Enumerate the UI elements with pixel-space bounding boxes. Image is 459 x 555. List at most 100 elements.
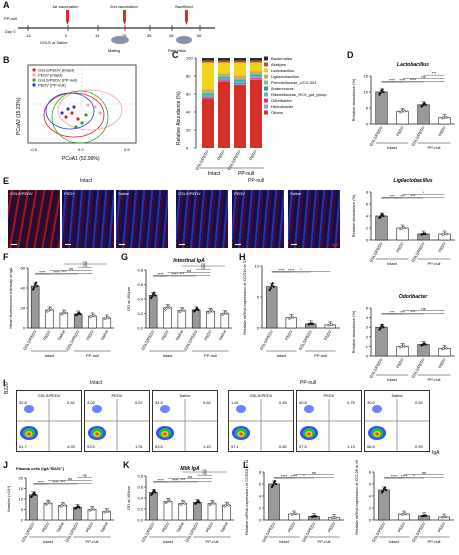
chart-ytick: 0.6 bbox=[137, 282, 143, 287]
stack-legend-entry: Ligilactobacillus bbox=[271, 74, 299, 79]
scale-bar bbox=[11, 244, 17, 245]
microscopy-tile: PEDV bbox=[232, 190, 284, 248]
chart-point bbox=[182, 500, 185, 504]
sig-label: ns bbox=[83, 263, 87, 268]
chart-ytick: 20 bbox=[21, 306, 26, 311]
stack-legend-swatch bbox=[264, 92, 268, 97]
sig-label: **** bbox=[288, 267, 295, 272]
legend-entry: GSLS/PEDV (Intact) bbox=[38, 68, 75, 73]
chart-xtick: GSLS/PEDV bbox=[261, 521, 277, 543]
chart-group-label: PP-null bbox=[428, 145, 441, 150]
chart-bar bbox=[396, 227, 409, 241]
mfi-iga-chart: Mean fluorescence intensity of IgA 0 20 40 6… bbox=[8, 259, 114, 358]
density-contour bbox=[304, 405, 314, 413]
chart-xtick: Saline bbox=[99, 328, 109, 341]
chart-point bbox=[193, 309, 197, 312]
chart-xtick: GSLS/PEDV bbox=[258, 329, 274, 351]
timeline-day-label: 28 bbox=[122, 33, 127, 38]
chart-group-label: Intact bbox=[163, 539, 174, 544]
chart-point bbox=[154, 491, 157, 494]
stack-segment bbox=[202, 62, 214, 90]
stack-segment bbox=[234, 85, 246, 148]
stack-segment bbox=[202, 97, 214, 99]
chart-point bbox=[423, 514, 427, 517]
chart-ytick: 0.2 bbox=[137, 311, 143, 316]
stack-segment bbox=[202, 58, 214, 61]
stack-segment bbox=[202, 60, 214, 63]
chart-point bbox=[402, 225, 405, 229]
timeline-day-label: -14 bbox=[25, 33, 32, 38]
chart-bar bbox=[148, 295, 158, 329]
chart-ylabel: Number (×10⁴) bbox=[6, 485, 11, 512]
chart-ytick: 0.8 bbox=[137, 474, 143, 479]
lactobacillus-chart: Lactobacillus Relative abundance (%) 0 5 10 1… bbox=[351, 62, 455, 150]
stack-ytick: 20 bbox=[186, 128, 191, 133]
panel-b: B GSLS/PEDV (Intact) PEDV (Intact) GSLS/PE… bbox=[0, 55, 145, 165]
scale-bar bbox=[65, 244, 71, 245]
chart-ylabel: Relative abundance (%) bbox=[351, 310, 356, 353]
chart-bar bbox=[266, 286, 278, 329]
chart-xtick: GSLS/PEDV bbox=[371, 521, 387, 543]
chart-ytick: 5 bbox=[257, 295, 260, 300]
chart-bar bbox=[375, 326, 388, 357]
scale-bar bbox=[291, 244, 297, 245]
chart-xtick: GSLS/PEDV bbox=[410, 357, 426, 379]
flow-plot: GSLS/PEDV 1.61 0.45 97.1 0.82 bbox=[228, 390, 294, 452]
quadrant-ur: 0.62 bbox=[203, 400, 212, 405]
chart-ytick: 0 bbox=[369, 518, 372, 523]
chart-point bbox=[226, 502, 229, 506]
stack-segment bbox=[250, 73, 262, 76]
sig-label: * bbox=[300, 267, 302, 272]
microscopy-tile: GSLS/PEDV bbox=[176, 190, 228, 248]
quadrant-ll: 57.5 bbox=[299, 444, 308, 449]
chart-point bbox=[75, 506, 78, 510]
chart-xtick: GSLS/PEDV bbox=[368, 357, 384, 379]
panel-k: K Milk IgA OD at 450nm 0.0 0.2 0.4 0.6 0.8 GSLS… bbox=[120, 460, 238, 550]
mouse-icon-2 bbox=[176, 36, 192, 44]
chart-point bbox=[165, 500, 169, 504]
chart-ytick: 2 bbox=[366, 334, 369, 339]
stack-segment bbox=[234, 80, 246, 82]
stack-segment bbox=[250, 76, 262, 78]
microscopy-tile: PEDV bbox=[62, 190, 114, 248]
chart-title: Lactobacillus bbox=[397, 62, 429, 68]
quadrant-ll: 63.5 bbox=[155, 444, 164, 449]
sig-label: *** bbox=[180, 477, 185, 482]
stack-xtick: PEDV bbox=[248, 149, 258, 161]
chart-point bbox=[60, 504, 63, 508]
density-contour bbox=[92, 405, 102, 413]
chart-point bbox=[384, 488, 388, 492]
stack-segment bbox=[250, 78, 262, 80]
chart-ytick: 15 bbox=[364, 74, 369, 79]
chart-xtick: GSLS/PEDV bbox=[64, 521, 80, 543]
panel-label-f: F bbox=[3, 252, 9, 262]
chart-xtick: GSLS/PEDV bbox=[368, 241, 384, 263]
quadrant-ul: 1.61 bbox=[231, 400, 240, 405]
chart-xtick: PEDV bbox=[327, 521, 337, 533]
chart-point bbox=[442, 233, 445, 236]
chart-point bbox=[423, 102, 426, 105]
panel-h: H Relative mRNA expression of CCR10 in S… bbox=[236, 252, 344, 364]
chart-ylabel: Mean fluorescence intensity of IgA bbox=[8, 267, 13, 328]
sig-label: ns bbox=[421, 74, 425, 79]
first-vaccination-label: 1st vaccination bbox=[52, 4, 78, 9]
chart-xtick: PEDV bbox=[41, 521, 51, 533]
chart-point bbox=[330, 323, 333, 326]
sig-label: **** bbox=[157, 271, 164, 276]
sig-label: **** bbox=[391, 473, 398, 478]
sig-label: ns bbox=[83, 259, 87, 264]
stack-segment bbox=[250, 62, 262, 72]
density-contour bbox=[375, 432, 379, 436]
chart-point bbox=[291, 315, 294, 319]
sig-label: ns bbox=[83, 473, 87, 478]
sig-label: **** bbox=[158, 477, 165, 482]
sig-label: ns bbox=[422, 470, 426, 475]
stacked-ylabel: Relative Abundance (%) bbox=[176, 91, 182, 145]
plasma-cells-chart: Number (×10⁴) 0 5 10 15 20 GSLS/PEDV PEDV Saline… bbox=[6, 466, 114, 544]
chart-point bbox=[308, 322, 311, 326]
scale-bar bbox=[119, 244, 125, 245]
quadrant-ll: 93.5 bbox=[87, 444, 96, 449]
sig-label: ns bbox=[421, 306, 425, 311]
chart-point bbox=[401, 513, 405, 516]
chart-ytick: 40 bbox=[21, 286, 26, 291]
